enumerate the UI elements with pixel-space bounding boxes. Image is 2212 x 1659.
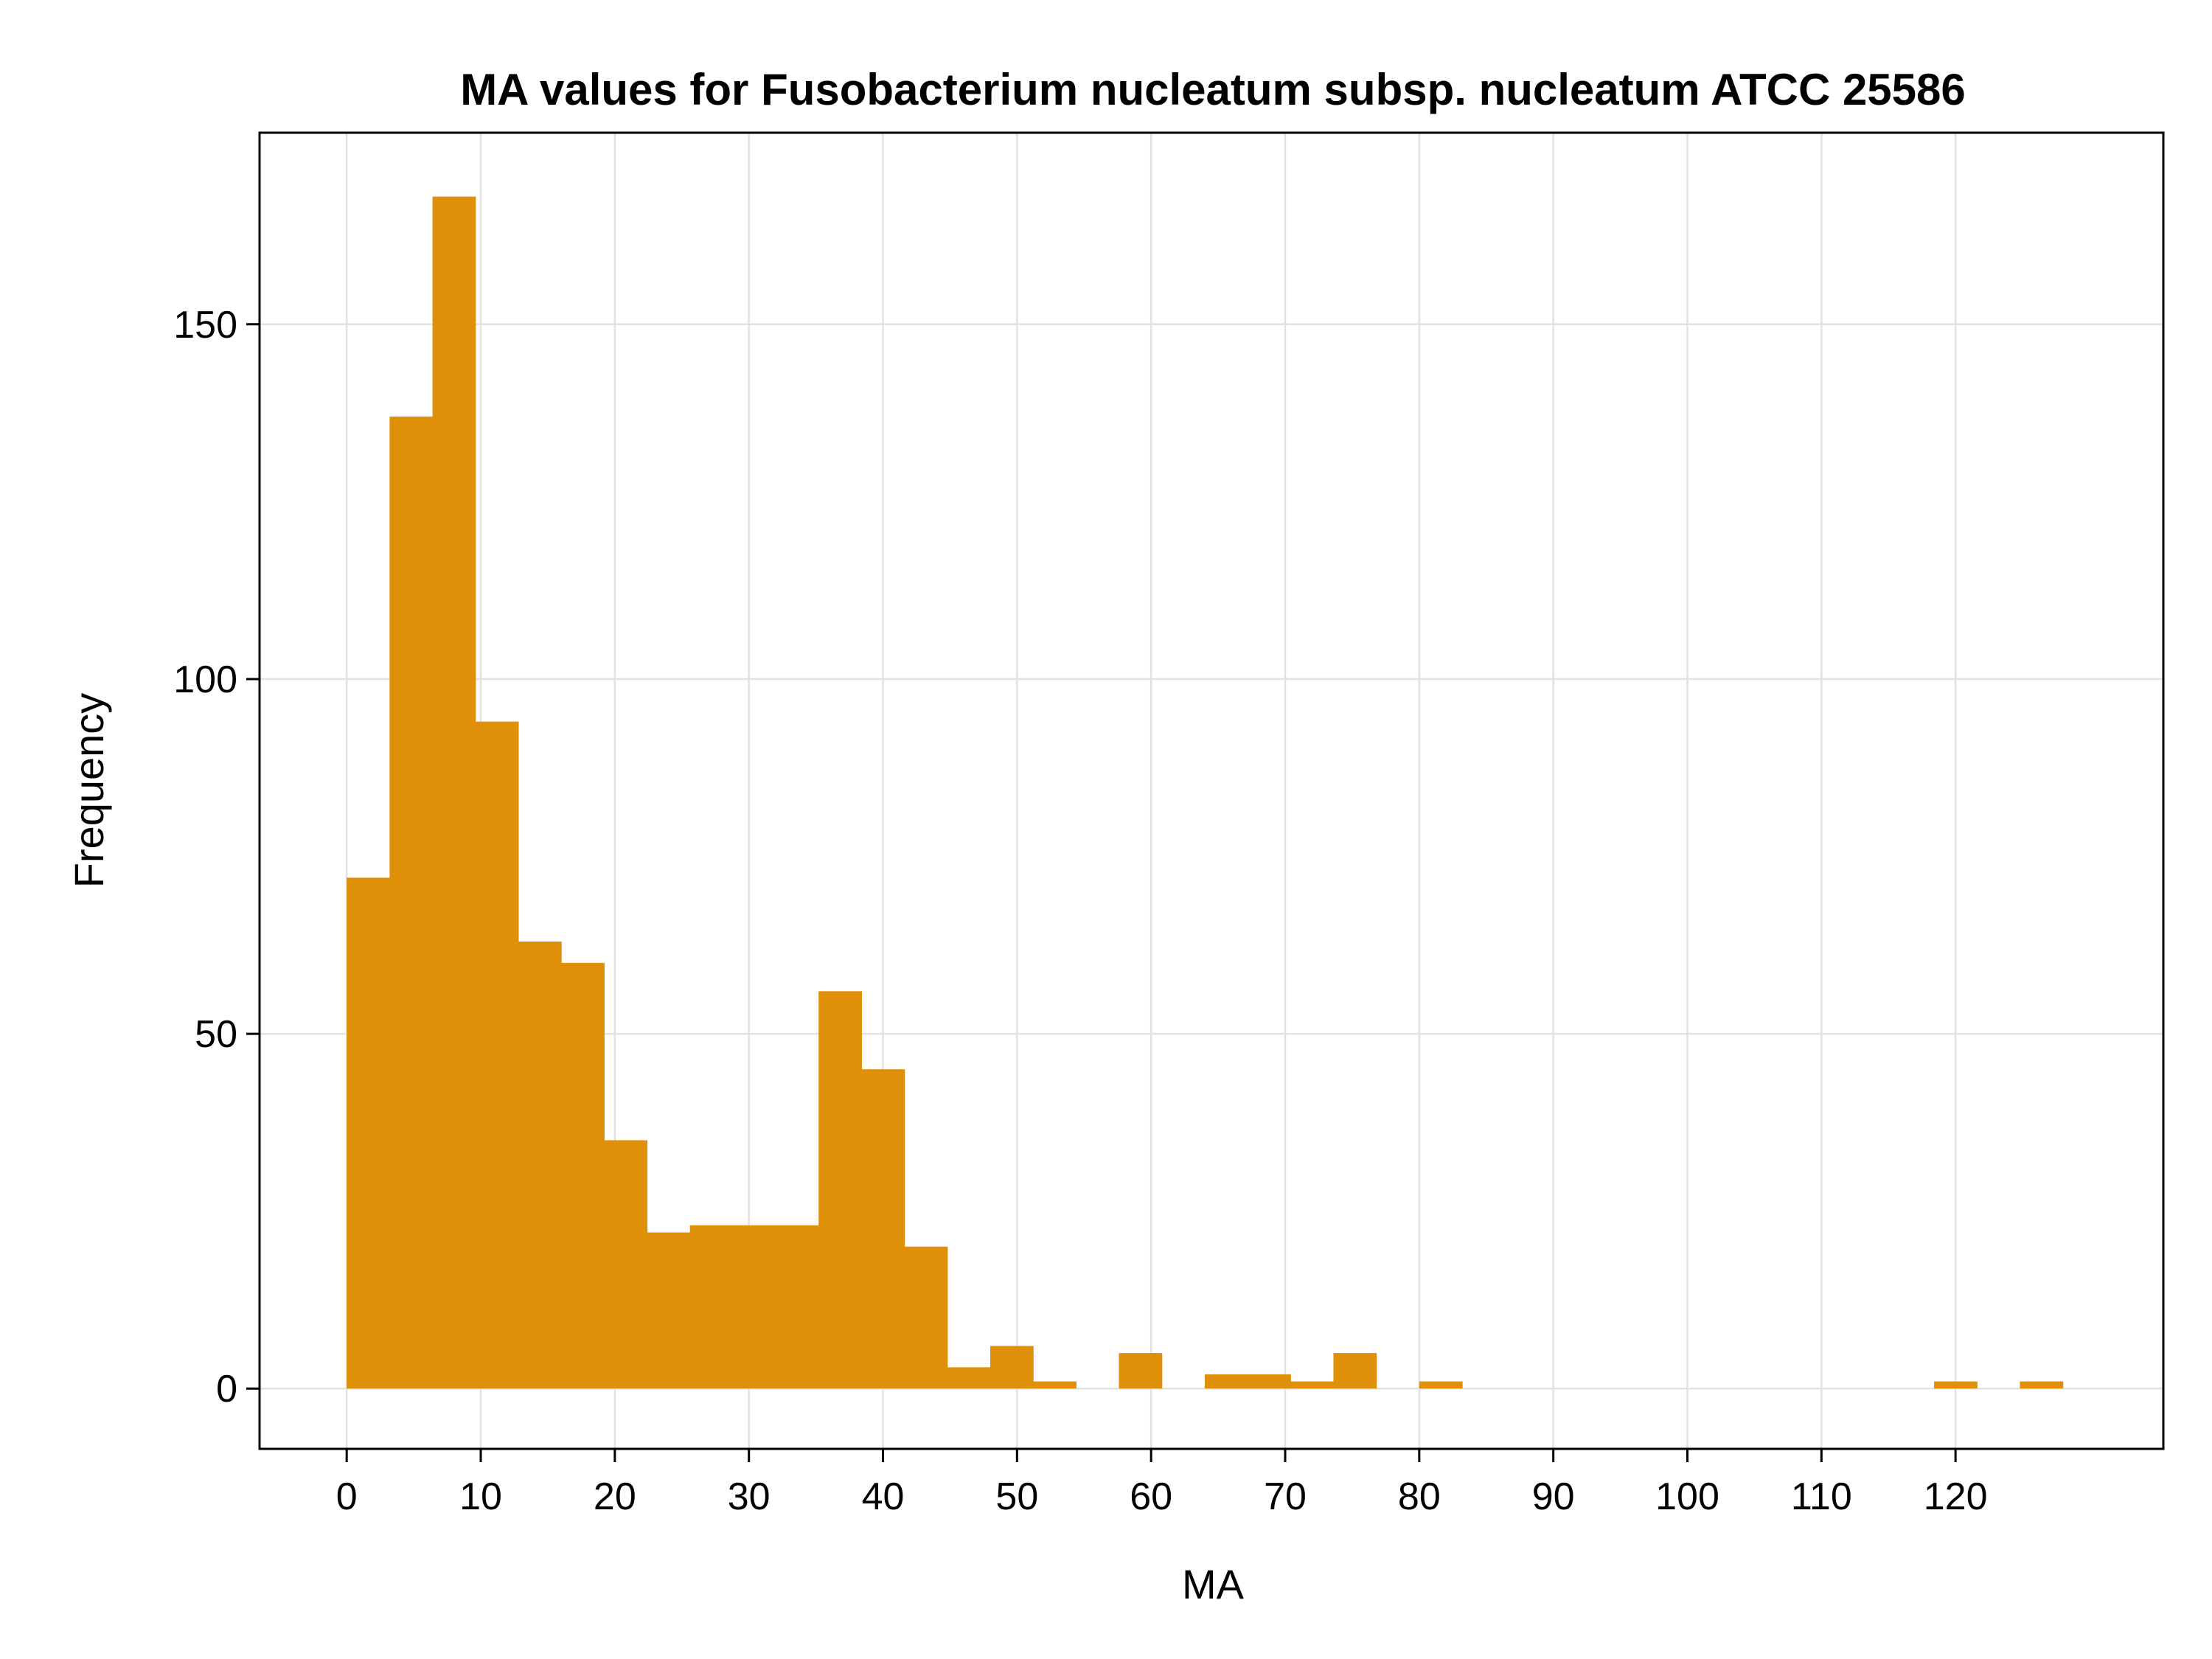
histogram-bar xyxy=(689,1225,734,1389)
histogram-bar xyxy=(1419,1381,1463,1389)
histogram-bar xyxy=(904,1246,948,1389)
chart-title: MA values for Fusobacterium nucleatum su… xyxy=(460,65,1966,114)
histogram-bar xyxy=(990,1346,1034,1389)
bars xyxy=(347,196,2064,1389)
x-axis-label: MA xyxy=(1182,1561,1245,1607)
x-tick-label: 90 xyxy=(1532,1475,1575,1518)
histogram-bar xyxy=(347,877,390,1389)
histogram-bar xyxy=(432,196,476,1389)
histogram-bar xyxy=(1248,1374,1291,1389)
histogram-bar xyxy=(1290,1381,1335,1389)
x-tick-label: 70 xyxy=(1264,1475,1307,1518)
histogram-bar xyxy=(518,941,562,1389)
histogram-bar xyxy=(561,962,605,1389)
x-tick-label: 10 xyxy=(459,1475,502,1518)
plot-frame xyxy=(258,131,2165,1450)
histogram-bar xyxy=(1204,1374,1248,1389)
x-tick-label: 0 xyxy=(336,1475,358,1518)
x-tick-label: 50 xyxy=(995,1475,1038,1518)
histogram-bar xyxy=(947,1367,991,1389)
x-axis-ticks: 0 10 20 30 40 50 60 70 80 90 100 110 120 xyxy=(336,1449,1988,1518)
histogram-bar xyxy=(776,1225,819,1389)
histogram-bar xyxy=(1033,1381,1077,1389)
histogram-bar xyxy=(1119,1353,1163,1389)
x-tick-label: 100 xyxy=(1655,1475,1719,1518)
x-tick-label: 110 xyxy=(1791,1475,1852,1518)
histogram-bar xyxy=(1333,1353,1377,1389)
histogram-bar xyxy=(732,1225,776,1389)
x-tick-label: 60 xyxy=(1130,1475,1172,1518)
x-tick-label: 80 xyxy=(1398,1475,1441,1518)
y-axis-label: Frequency xyxy=(66,693,112,888)
x-tick-label: 20 xyxy=(594,1475,636,1518)
y-tick-label: 150 xyxy=(173,304,237,347)
x-tick-label: 120 xyxy=(1924,1475,1988,1518)
histogram-bar xyxy=(2020,1381,2064,1389)
x-tick-label: 40 xyxy=(862,1475,905,1518)
y-axis-ticks: 0 50 100 150 xyxy=(173,304,260,1411)
x-tick-label: 30 xyxy=(728,1475,771,1518)
histogram-bar xyxy=(475,721,519,1389)
histogram-bar xyxy=(389,416,434,1389)
y-tick-label: 50 xyxy=(195,1013,237,1056)
histogram-bar xyxy=(861,1069,905,1389)
histogram-bar xyxy=(1934,1381,1978,1389)
histogram-bar xyxy=(647,1232,691,1389)
y-tick-label: 0 xyxy=(216,1368,237,1411)
y-tick-label: 100 xyxy=(173,658,237,701)
histogram-bar xyxy=(604,1140,648,1389)
histogram-bar xyxy=(818,991,863,1389)
